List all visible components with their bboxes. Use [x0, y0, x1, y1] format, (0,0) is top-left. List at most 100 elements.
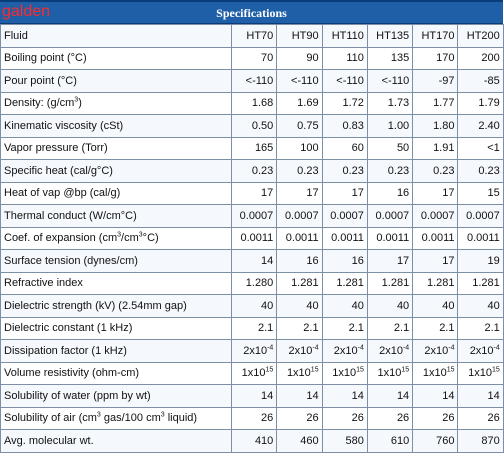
value-cell: 0.23: [321, 159, 368, 183]
property-label: Avg. molecular wt.: [0, 429, 232, 453]
value-cell: 0.50: [230, 114, 278, 138]
value-cell: 0.0007: [230, 204, 278, 228]
value-cell: 26: [230, 406, 278, 430]
column-header-ht135: HT135: [366, 24, 414, 48]
value-cell: 0.0007: [457, 204, 504, 228]
value-cell: 2.1: [321, 316, 368, 340]
table-row: Dissipation factor (1 kHz) 2x10-4 2x10-4 2x…: [0, 339, 504, 363]
value-cell: 1.281: [366, 271, 414, 295]
value-cell: 2.1: [457, 316, 504, 340]
value-cell: 170: [412, 46, 459, 70]
value-cell: 0.23: [457, 159, 504, 183]
table-row: Thermal conduct (W/cm°C) 0.0007 0.0007 0.00…: [0, 204, 504, 228]
value-cell: 1.281: [412, 271, 459, 295]
property-label: Boiling point (°C): [0, 46, 232, 70]
value-cell: 19: [457, 249, 504, 273]
value-cell: 0.0011: [457, 226, 504, 250]
value-cell: 14: [321, 384, 368, 408]
column-header-ht90: HT90: [276, 24, 323, 48]
value-cell: 14: [457, 384, 504, 408]
value-cell: 14: [412, 384, 459, 408]
table-row: Volume resistivity (ohm-cm) 1x1015 1x1015 1…: [0, 361, 504, 385]
table-row: Heat of vap @bp (cal/g) 17 17 17 16 17 15: [0, 181, 504, 205]
value-cell: 0.23: [366, 159, 414, 183]
value-cell: 17: [412, 249, 459, 273]
value-cell: 0.0011: [366, 226, 414, 250]
value-cell: 1.281: [276, 271, 323, 295]
value-cell: 90: [276, 46, 323, 70]
value-cell: 1.80: [412, 114, 459, 138]
property-label: Dielectric constant (1 kHz): [0, 316, 232, 340]
value-cell: 14: [276, 384, 323, 408]
value-cell: 26: [321, 406, 368, 430]
value-cell: <-110: [366, 69, 414, 93]
value-cell: 2.40: [457, 114, 504, 138]
value-cell: 0.0011: [276, 226, 323, 250]
property-label: Heat of vap @bp (cal/g): [0, 181, 232, 205]
value-cell: 1.77: [412, 91, 459, 115]
column-header-ht170: HT170: [412, 24, 459, 48]
column-header-ht200: HT200: [457, 24, 504, 48]
value-cell: 0.0007: [276, 204, 323, 228]
table-row: Surface tension (dynes/cm) 14 16 16 17 17 19: [0, 249, 504, 273]
title-bar: galden Specifications: [0, 0, 503, 24]
property-label: Surface tension (dynes/cm): [0, 249, 232, 273]
table-row: Solubility of water (ppm by wt) 14 14 14 14 1…: [0, 384, 504, 408]
property-label: Dielectric strength (kV) (2.54mm gap): [0, 294, 232, 318]
value-cell: 1.69: [276, 91, 323, 115]
value-cell: 0.0007: [412, 204, 459, 228]
value-cell: 2x10-4: [366, 339, 414, 363]
column-header-ht70: HT70: [230, 24, 278, 48]
value-cell: 0.0007: [321, 204, 368, 228]
value-cell: 0.0007: [366, 204, 414, 228]
value-cell: 2.1: [230, 316, 278, 340]
value-cell: <-110: [276, 69, 323, 93]
property-label: Vapor pressure (Torr): [0, 136, 232, 160]
table-row: Coef. of expansion (cm3/cm3°C) 0.0011 0.00…: [0, 226, 504, 250]
value-cell: 2.1: [412, 316, 459, 340]
page-title: Specifications: [216, 6, 287, 20]
value-cell: 2x10-4: [412, 339, 459, 363]
property-label: Density: (g/cm3): [0, 91, 232, 115]
spec-table-body: Fluid HT70 HT90 HT110 HT135 HT170 HT200 Boiling…: [0, 24, 504, 453]
value-cell: 1x1015: [412, 361, 459, 385]
value-cell: 610: [366, 429, 414, 453]
value-cell: 26: [412, 406, 459, 430]
column-header-ht110: HT110: [321, 24, 368, 48]
value-cell: 60: [321, 136, 368, 160]
value-cell: 2.1: [276, 316, 323, 340]
table-row: Dielectric strength (kV) (2.54mm gap) 40 4…: [0, 294, 504, 318]
column-header-fluid: Fluid: [0, 24, 232, 48]
brand-logo: galden: [2, 3, 51, 20]
value-cell: <-110: [230, 69, 278, 93]
value-cell: 0.75: [276, 114, 323, 138]
value-cell: 1.281: [457, 271, 504, 295]
value-cell: 410: [230, 429, 278, 453]
table-row: Avg. molecular wt. 410 460 580 610 760 870: [0, 429, 504, 453]
table-row: Specific heat (cal/g°C) 0.23 0.23 0.23 0.23 0…: [0, 159, 504, 183]
property-label: Dissipation factor (1 kHz): [0, 339, 232, 363]
value-cell: 135: [366, 46, 414, 70]
value-cell: 14: [366, 384, 414, 408]
table-row: Solubility of air (cm3 gas/100 cm3 liqui…: [0, 406, 504, 430]
table-row: Refractive index 1.280 1.281 1.281 1.281 1.28…: [0, 271, 504, 295]
value-cell: 14: [230, 384, 278, 408]
property-label: Solubility of water (ppm by wt): [0, 384, 232, 408]
value-cell: 40: [366, 294, 414, 318]
value-cell: -85: [457, 69, 504, 93]
property-label: Pour point (°C): [0, 69, 232, 93]
value-cell: 0.0011: [230, 226, 278, 250]
value-cell: 26: [366, 406, 414, 430]
value-cell: 16: [366, 181, 414, 205]
value-cell: 40: [412, 294, 459, 318]
value-cell: 17: [276, 181, 323, 205]
value-cell: 2x10-4: [230, 339, 278, 363]
property-label: Specific heat (cal/g°C): [0, 159, 232, 183]
value-cell: 460: [276, 429, 323, 453]
value-cell: <-110: [321, 69, 368, 93]
value-cell: 17: [321, 181, 368, 205]
value-cell: 0.23: [230, 159, 278, 183]
value-cell: 1x1015: [276, 361, 323, 385]
value-cell: 580: [321, 429, 368, 453]
value-cell: 0.83: [321, 114, 368, 138]
